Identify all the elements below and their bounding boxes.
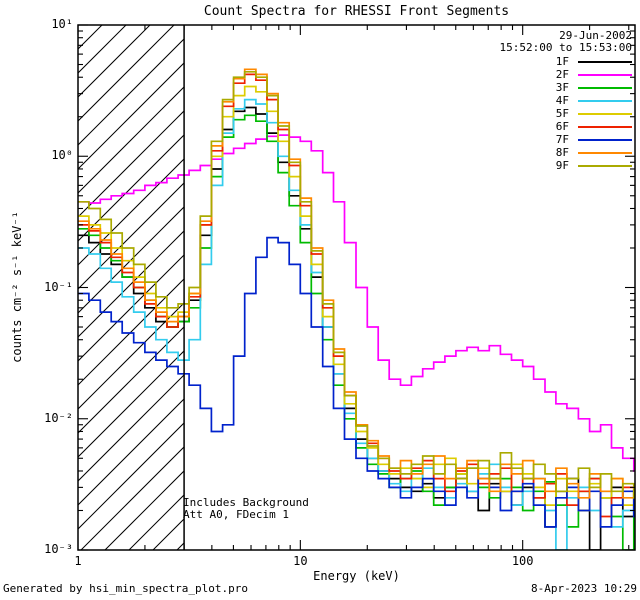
observation-time-range: 15:52:00 to 15:53:00 [499,41,632,54]
generator-credit: Generated by hsi_min_spectra_plot.pro [3,582,249,595]
legend-item-4f: 4F [556,94,632,107]
legend-item-6f: 6F [556,120,632,133]
series-5f [78,85,635,512]
legend-line-swatch [578,60,632,63]
hatched-low-energy-region [78,25,185,550]
series-7f [78,236,635,528]
legend-item-9f: 9F [556,159,632,172]
x-axis-label: Energy (keV) [313,569,400,583]
y-tick-label: 10⁻² [44,410,73,425]
legend-label: 4F [555,94,569,107]
series-3f [78,114,635,550]
series-2f [78,134,635,472]
observation-date: 29-Jun-2002 [559,29,632,42]
legend-label: 2F [555,68,569,81]
legend-item-5f: 5F [556,107,632,120]
y-tick-label: 10⁻¹ [44,279,73,294]
series-9f [78,70,635,499]
legend-line-swatch [578,125,632,128]
series-8f [78,68,635,499]
x-tick-label: 1 [74,554,82,568]
legend: 1F 2F 3F 4F 5F 6F 7F 8F 9F [556,55,632,172]
legend-item-7f: 7F [556,133,632,146]
legend-item-2f: 2F [556,68,632,81]
generation-timestamp: 8-Apr-2023 10:29 [531,582,637,595]
annotation-attenuator-state: Att A0, FDecim 1 [183,508,289,521]
legend-line-swatch [578,99,632,102]
legend-item-8f: 8F [556,146,632,159]
x-tick-label: 10 [293,554,308,568]
legend-line-swatch [578,138,632,141]
legend-label: 7F [555,133,569,146]
y-tick-label: 10⁻³ [44,542,73,556]
annotation-includes-background: Includes Background [183,496,309,509]
plot-title: Count Spectra for RHESSI Front Segments [203,4,510,19]
legend-item-1f: 1F [556,55,632,68]
legend-line-swatch [578,73,632,76]
legend-label: 6F [555,120,569,133]
legend-label: 9F [555,159,569,172]
legend-label: 3F [555,81,569,94]
spectra-series-group [78,68,635,550]
legend-label: 1F [555,55,569,68]
plot-frame [77,24,636,551]
legend-line-swatch [578,164,632,167]
legend-line-swatch [578,151,632,154]
legend-item-3f: 3F [556,81,632,94]
legend-label: 8F [555,146,569,159]
y-tick-label: 10¹ [51,17,73,31]
x-tick-label: 100 [511,554,534,568]
legend-label: 5F [555,107,569,120]
series-4f [78,98,635,550]
legend-line-swatch [578,86,632,89]
legend-line-swatch [578,112,632,115]
y-tick-label: 10⁰ [51,148,73,163]
